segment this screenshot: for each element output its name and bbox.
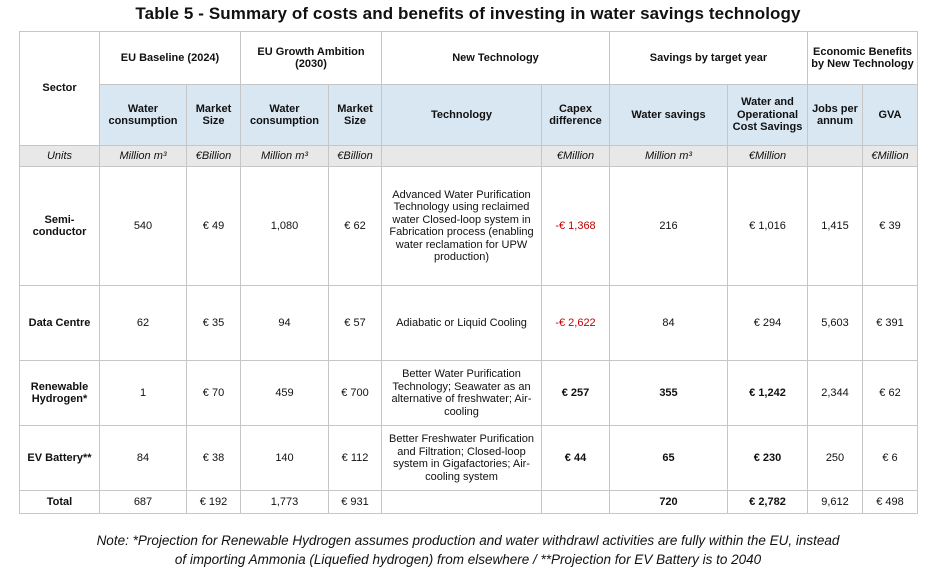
unit-capex-difference: €Million — [541, 145, 610, 167]
summary-table: Sector EU Baseline (2024) EU Growth Ambi… — [19, 31, 918, 514]
capex-difference-cell: € 257 — [541, 360, 610, 426]
cost-savings-cell: € 1,242 — [727, 360, 808, 426]
water-consumption-growth-cell: 94 — [240, 285, 329, 361]
market-size-baseline-cell: € 70 — [186, 360, 241, 426]
header-new-technology: New Technology — [381, 31, 610, 85]
subheader-gva: GVA — [862, 84, 918, 146]
water-consumption-growth-cell: 140 — [240, 425, 329, 491]
water-consumption-baseline-cell: 1 — [99, 360, 187, 426]
total-technology — [381, 490, 542, 514]
market-size-baseline-cell: € 38 — [186, 425, 241, 491]
subheader-water-consumption-growth: Water consumption — [240, 84, 329, 146]
technology-cell: Better Freshwater Purification and Filtr… — [381, 425, 542, 491]
subheader-jobs: Jobs per annum — [807, 84, 863, 146]
unit-market-size-growth: €Billion — [328, 145, 382, 167]
market-size-growth-cell: € 700 — [328, 360, 382, 426]
unit-water-consumption-growth: Million m³ — [240, 145, 329, 167]
table-row: Semi-conductor 540 € 49 1,080 € 62 Advan… — [19, 166, 918, 286]
capex-difference-cell: -€ 2,622 — [541, 285, 610, 361]
header-eu-baseline: EU Baseline (2024) — [99, 31, 241, 85]
market-size-baseline-cell: € 35 — [186, 285, 241, 361]
sector-cell: Semi-conductor — [19, 166, 100, 286]
table-row: Data Centre 62 € 35 94 € 57 Adiabatic or… — [19, 285, 918, 361]
total-cost-savings: € 2,782 — [727, 490, 808, 514]
market-size-growth-cell: € 62 — [328, 166, 382, 286]
units-label: Units — [19, 145, 100, 167]
units-row: Units Million m³ €Billion Million m³ €Bi… — [19, 145, 918, 167]
water-consumption-baseline-cell: 540 — [99, 166, 187, 286]
total-gva: € 498 — [862, 490, 918, 514]
total-capex-difference — [541, 490, 610, 514]
subheader-technology: Technology — [381, 84, 542, 146]
subheader-capex-difference: Capex difference — [541, 84, 610, 146]
sector-cell: Renewable Hydrogen* — [19, 360, 100, 426]
water-savings-cell: 355 — [609, 360, 728, 426]
water-consumption-baseline-cell: 62 — [99, 285, 187, 361]
water-savings-cell: 84 — [609, 285, 728, 361]
table-title: Table 5 - Summary of costs and benefits … — [135, 4, 801, 23]
total-row: Total 687 € 192 1,773 € 931 720 € 2,782 … — [19, 490, 918, 514]
total-water-consumption-baseline: 687 — [99, 490, 187, 514]
technology-cell: Adiabatic or Liquid Cooling — [381, 285, 542, 361]
total-jobs: 9,612 — [807, 490, 863, 514]
total-water-consumption-growth: 1,773 — [240, 490, 329, 514]
header-economic-benefits: Economic Benefits by New Technology — [807, 31, 918, 85]
water-savings-cell: 65 — [609, 425, 728, 491]
table-note: Note: *Projection for Renewable Hydrogen… — [0, 531, 936, 569]
water-savings-cell: 216 — [609, 166, 728, 286]
gva-cell: € 62 — [862, 360, 918, 426]
header-savings: Savings by target year — [609, 31, 808, 85]
market-size-growth-cell: € 57 — [328, 285, 382, 361]
subheader-market-size-growth: Market Size — [328, 84, 382, 146]
note-line-2: of importing Ammonia (Liquefied hydrogen… — [174, 552, 762, 567]
unit-technology — [381, 145, 542, 167]
technology-cell: Better Water Purification Technology; Se… — [381, 360, 542, 426]
water-consumption-growth-cell: 1,080 — [240, 166, 329, 286]
subheader-cost-savings: Water and Operational Cost Savings — [727, 84, 808, 146]
jobs-cell: 250 — [807, 425, 863, 491]
capex-difference-cell: -€ 1,368 — [541, 166, 610, 286]
header-group-row: Sector EU Baseline (2024) EU Growth Ambi… — [19, 31, 918, 146]
capex-difference-cell: € 44 — [541, 425, 610, 491]
note-line-1: Note: *Projection for Renewable Hydrogen… — [96, 533, 840, 548]
technology-cell: Advanced Water Purification Technology u… — [381, 166, 542, 286]
total-water-savings: 720 — [609, 490, 728, 514]
subheader-water-consumption-baseline: Water consumption — [99, 84, 187, 146]
jobs-cell: 2,344 — [807, 360, 863, 426]
market-size-growth-cell: € 112 — [328, 425, 382, 491]
unit-market-size-baseline: €Billion — [186, 145, 241, 167]
gva-cell: € 6 — [862, 425, 918, 491]
subheader-market-size-baseline: Market Size — [186, 84, 241, 146]
header-sector: Sector — [19, 31, 100, 146]
jobs-cell: 5,603 — [807, 285, 863, 361]
sector-cell: EV Battery** — [19, 425, 100, 491]
header-eu-growth: EU Growth Ambition (2030) — [240, 31, 382, 85]
water-consumption-baseline-cell: 84 — [99, 425, 187, 491]
total-market-size-growth: € 931 — [328, 490, 382, 514]
subheader-water-savings: Water savings — [609, 84, 728, 146]
unit-jobs — [807, 145, 863, 167]
subheader-row: Water consumption Market Size Water cons… — [20, 84, 918, 146]
unit-water-consumption-baseline: Million m³ — [99, 145, 187, 167]
cost-savings-cell: € 294 — [727, 285, 808, 361]
market-size-baseline-cell: € 49 — [186, 166, 241, 286]
total-market-size-baseline: € 192 — [186, 490, 241, 514]
unit-cost-savings: €Million — [727, 145, 808, 167]
cost-savings-cell: € 230 — [727, 425, 808, 491]
water-consumption-growth-cell: 459 — [240, 360, 329, 426]
jobs-cell: 1,415 — [807, 166, 863, 286]
sector-cell: Data Centre — [19, 285, 100, 361]
unit-gva: €Million — [862, 145, 918, 167]
cost-savings-cell: € 1,016 — [727, 166, 808, 286]
table-row: Renewable Hydrogen* 1 € 70 459 € 700 Bet… — [19, 360, 918, 426]
total-label: Total — [19, 490, 100, 514]
gva-cell: € 39 — [862, 166, 918, 286]
gva-cell: € 391 — [862, 285, 918, 361]
unit-water-savings: Million m³ — [609, 145, 728, 167]
table-row: EV Battery** 84 € 38 140 € 112 Better Fr… — [19, 425, 918, 491]
